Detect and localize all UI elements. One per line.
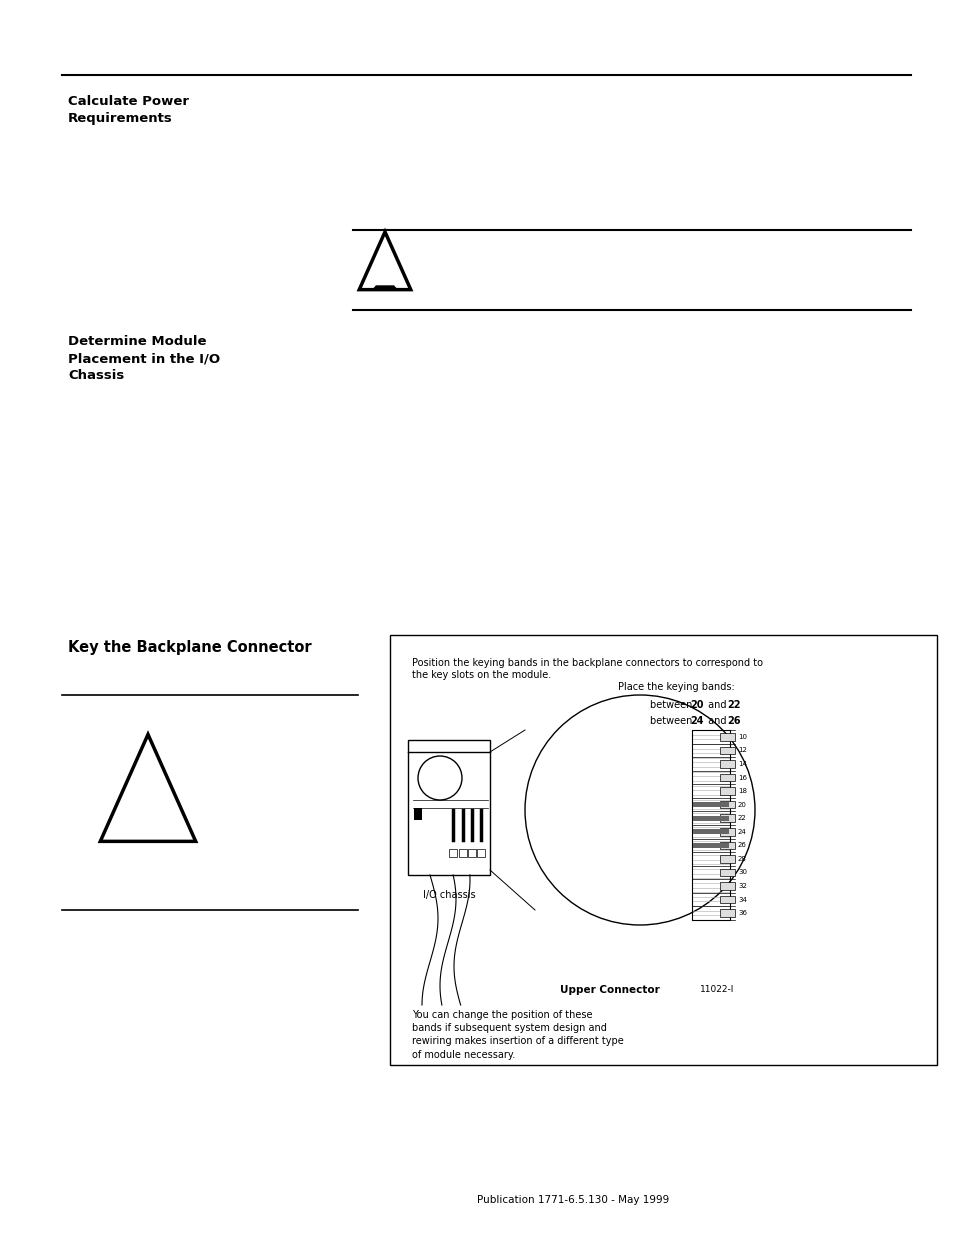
Bar <box>720 882 734 889</box>
Bar <box>720 774 734 782</box>
Bar <box>720 855 734 863</box>
Text: 24: 24 <box>689 716 702 726</box>
Text: 26: 26 <box>738 842 746 848</box>
Text: Upper Connector: Upper Connector <box>559 986 659 995</box>
Bar <box>476 848 484 857</box>
Text: Position the keying bands in the backplane connectors to correspond to
the key s: Position the keying bands in the backpla… <box>412 658 762 680</box>
Bar <box>720 734 734 741</box>
Bar <box>720 895 734 903</box>
Bar <box>720 788 734 795</box>
Text: 34: 34 <box>738 897 746 903</box>
Text: Publication 1771-6.5.130 - May 1999: Publication 1771-6.5.130 - May 1999 <box>476 1195 669 1205</box>
Text: and: and <box>704 700 729 710</box>
Bar <box>390 635 936 1065</box>
Text: 24: 24 <box>738 829 746 835</box>
Bar <box>692 802 728 808</box>
Text: I/O chassis: I/O chassis <box>422 890 475 900</box>
Bar <box>449 848 456 857</box>
Bar <box>414 808 421 820</box>
Bar <box>720 909 734 916</box>
Bar <box>408 740 490 876</box>
Text: and: and <box>704 716 729 726</box>
Bar <box>691 730 729 920</box>
Bar <box>720 841 734 850</box>
Text: Key the Backplane Connector: Key the Backplane Connector <box>68 640 312 655</box>
Bar <box>692 815 728 821</box>
Text: 10: 10 <box>738 734 746 740</box>
Text: 11022-I: 11022-I <box>700 986 734 994</box>
Text: Calculate Power
Requirements: Calculate Power Requirements <box>68 95 189 125</box>
Text: between: between <box>649 700 695 710</box>
Text: 32: 32 <box>738 883 746 889</box>
Text: 28: 28 <box>738 856 746 862</box>
Text: 30: 30 <box>738 869 746 876</box>
Bar <box>720 761 734 768</box>
Bar <box>720 868 734 876</box>
Text: 20: 20 <box>689 700 702 710</box>
Text: 36: 36 <box>738 910 746 916</box>
Text: 22: 22 <box>738 815 746 821</box>
Bar <box>458 848 467 857</box>
Bar <box>720 827 734 836</box>
Polygon shape <box>372 285 397 290</box>
Bar <box>692 842 728 848</box>
Text: Determine Module
Placement in the I/O
Chassis: Determine Module Placement in the I/O Ch… <box>68 335 220 382</box>
Text: 18: 18 <box>738 788 746 794</box>
Text: 20: 20 <box>738 802 746 808</box>
Text: 22: 22 <box>726 700 740 710</box>
Text: 14: 14 <box>738 761 746 767</box>
Bar <box>468 848 476 857</box>
Text: You can change the position of these
bands if subsequent system design and
rewir: You can change the position of these ban… <box>412 1010 623 1060</box>
Text: 16: 16 <box>738 774 746 781</box>
Bar <box>720 814 734 823</box>
Bar <box>720 747 734 755</box>
Text: 12: 12 <box>738 747 746 753</box>
Text: between: between <box>649 716 695 726</box>
Bar <box>692 829 728 835</box>
Text: Place the keying bands:: Place the keying bands: <box>618 682 734 692</box>
Bar <box>720 802 734 809</box>
Text: 26: 26 <box>726 716 740 726</box>
